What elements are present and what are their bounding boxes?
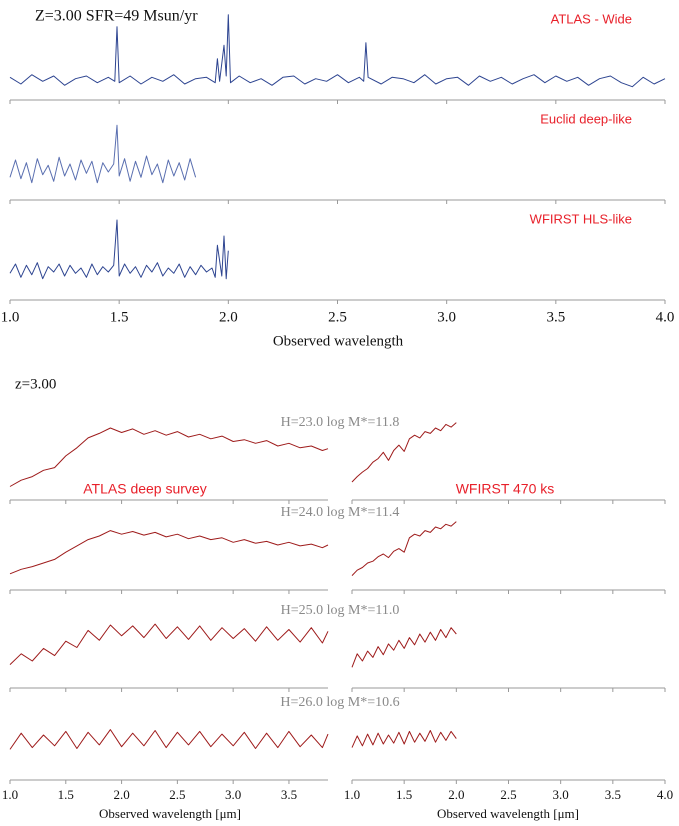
chart-title: z=3.00: [15, 376, 56, 392]
spectrum-line: [9, 124, 197, 184]
spectrum-line: [351, 521, 457, 576]
row-label: H=23.0 log M*=11.8: [281, 415, 400, 430]
x-axis-title: Observed wavelength [μm]: [437, 806, 579, 821]
x-tick-label: 1.5: [396, 787, 412, 802]
spectrum-line: [9, 623, 329, 665]
row-label: H=26.0 log M*=10.6: [280, 695, 399, 710]
x-tick-label: 3.5: [546, 309, 565, 325]
spectrum-line: [9, 14, 666, 88]
panel-label: ATLAS - Wide: [551, 11, 632, 26]
x-tick-label: 4.0: [657, 787, 673, 802]
panel-label: WFIRST 470 ks: [456, 481, 555, 497]
x-tick-label: 2.0: [113, 787, 129, 802]
spectrum-line: [9, 219, 229, 280]
spectrum-line: [351, 627, 457, 668]
x-tick-label: 1.5: [110, 309, 129, 325]
panel-label: ATLAS deep survey: [83, 481, 206, 497]
panel-label: WFIRST HLS-like: [530, 211, 632, 226]
x-tick-label: 1.5: [58, 787, 74, 802]
x-tick-label: 4.0: [656, 309, 675, 325]
spectrum-line: [9, 729, 329, 750]
x-tick-label: 1.0: [1, 309, 20, 325]
x-tick-label: 2.0: [219, 309, 238, 325]
spectrum-line: [9, 530, 329, 575]
x-tick-label: 2.5: [169, 787, 185, 802]
panel-label: Euclid deep-like: [540, 111, 632, 126]
x-tick-label: 2.5: [328, 309, 347, 325]
x-tick-label: 3.0: [437, 309, 456, 325]
x-tick-label: 1.0: [2, 787, 18, 802]
row-label: H=24.0 log M*=11.4: [281, 505, 400, 520]
x-axis-title: Observed wavelength [μm]: [99, 806, 241, 821]
x-tick-label: 3.5: [281, 787, 297, 802]
spectrum-line: [351, 422, 457, 483]
x-tick-label: 1.0: [344, 787, 360, 802]
x-tick-label: 3.0: [553, 787, 569, 802]
spectrum-line: [9, 427, 329, 487]
x-tick-label: 2.5: [500, 787, 516, 802]
x-axis-title: Observed wavelength: [273, 333, 404, 349]
x-tick-label: 3.0: [225, 787, 241, 802]
chart-title: Z=3.00 SFR=49 Msun/yr: [35, 8, 198, 25]
row-label: H=25.0 log M*=11.0: [281, 603, 400, 618]
x-tick-label: 2.0: [448, 787, 464, 802]
x-tick-label: 3.5: [605, 787, 621, 802]
spectrum-line: [351, 730, 457, 748]
